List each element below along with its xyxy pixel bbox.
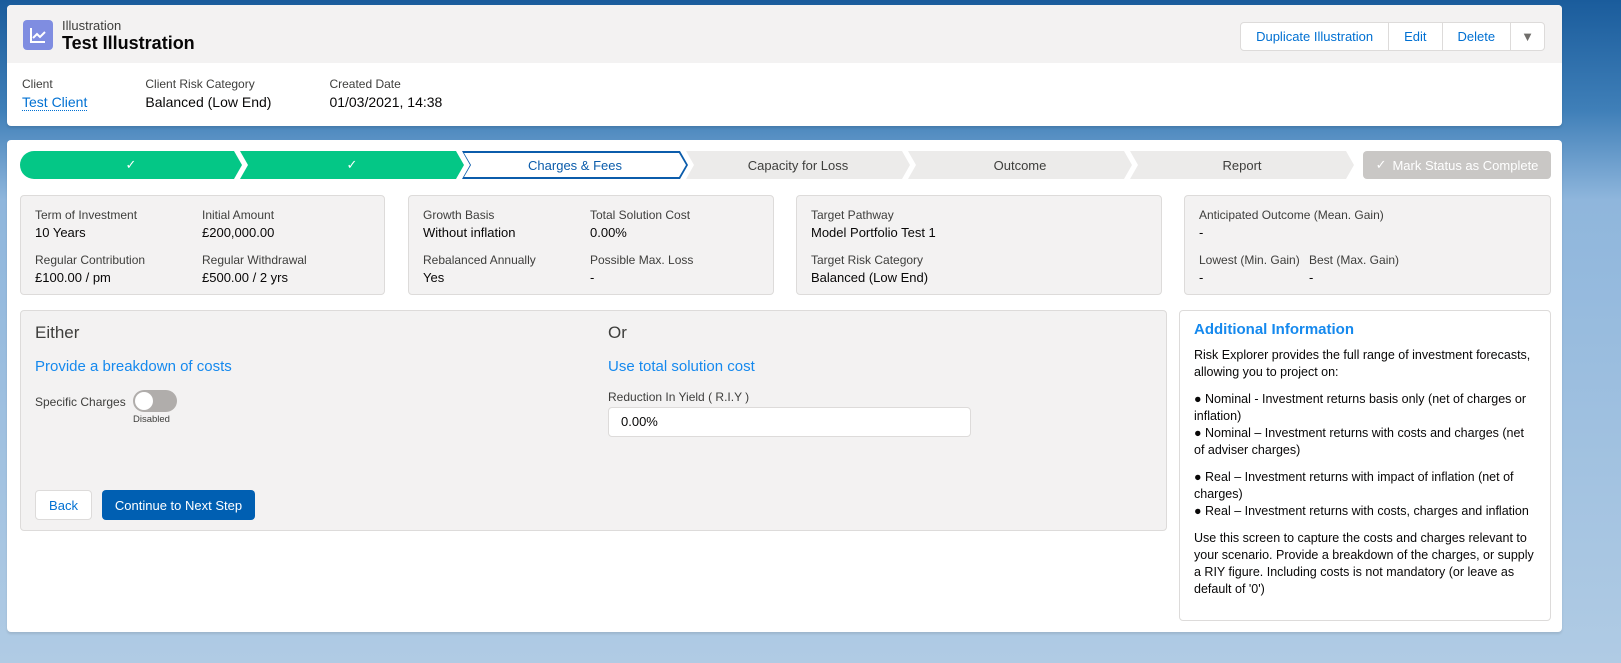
summary-label: Best (Max. Gain): [1309, 253, 1400, 267]
path-step-outcome[interactable]: Outcome: [908, 151, 1132, 179]
toggle-state-label: Disabled: [133, 414, 170, 425]
delete-button[interactable]: Delete: [1443, 23, 1512, 50]
field-value: 01/03/2021, 14:38: [329, 94, 443, 110]
info-bullet: ● Real – Investment returns with costs, …: [1194, 504, 1529, 518]
main-card: ✓ ✓ Charges & Fees Capacity for Loss Out…: [7, 140, 1562, 632]
summary-value: Yes: [423, 270, 445, 285]
step-label: Report: [1222, 157, 1262, 173]
summary-label: Total Solution Cost: [590, 208, 691, 222]
chevron-down-icon: ▼: [1521, 29, 1534, 44]
summary-value: 0.00%: [590, 225, 627, 240]
summary-value: -: [1309, 270, 1314, 285]
summary-label: Regular Contribution: [35, 253, 146, 267]
summary-investment: Term of Investment 10 Years Initial Amoun…: [20, 195, 385, 295]
path-step-2[interactable]: ✓: [240, 151, 464, 179]
path-step-1[interactable]: ✓: [20, 151, 242, 179]
additional-info-panel: Additional Information Risk Explorer pro…: [1179, 310, 1551, 621]
duplicate-illustration-button[interactable]: Duplicate Illustration: [1241, 23, 1390, 50]
field-risk-category: Client Risk Category Balanced (Low End): [145, 77, 271, 110]
info-bullet: ● Nominal - Investment returns basis onl…: [1194, 392, 1526, 423]
summary-label: Lowest (Min. Gain): [1199, 253, 1300, 267]
summary-target: Target Pathway Model Portfolio Test 1 Tar…: [796, 195, 1162, 295]
summary-growth: Growth Basis Without inflation Total Solu…: [408, 195, 774, 295]
more-actions-button[interactable]: ▼: [1511, 23, 1544, 50]
summary-value: £100.00 / pm: [35, 270, 111, 285]
summary-value: Model Portfolio Test 1: [811, 225, 936, 240]
specific-charges-toggle[interactable]: [133, 390, 177, 412]
summary-label: Growth Basis: [423, 208, 495, 222]
specific-charges-label: Specific Charges: [35, 395, 126, 409]
or-heading: Or: [608, 323, 627, 342]
chart-line-icon: [23, 20, 53, 50]
client-link[interactable]: Test Client: [22, 94, 88, 111]
breakdown-heading: Provide a breakdown of costs: [35, 358, 232, 375]
field-label: Client Risk Category: [145, 77, 255, 91]
continue-button[interactable]: Continue to Next Step: [102, 490, 255, 520]
field-client: Client Test Client: [22, 77, 88, 111]
check-icon: ✓: [125, 157, 137, 172]
page-title: Test Illustration: [62, 33, 195, 53]
either-heading: Either: [35, 323, 80, 342]
summary-value: £500.00 / 2 yrs: [202, 270, 288, 285]
path-step-report[interactable]: Report: [1130, 151, 1354, 179]
object-type: Illustration: [62, 18, 122, 33]
summary-value: Without inflation: [423, 225, 516, 240]
summary-label: Target Pathway: [811, 208, 894, 222]
path-step-capacity-for-loss[interactable]: Capacity for Loss: [686, 151, 910, 179]
action-buttons: Duplicate Illustration Edit Delete ▼: [1240, 22, 1545, 51]
button-label: Mark Status as Complete: [1392, 157, 1539, 173]
summary-value: -: [590, 270, 595, 285]
mark-status-complete-button[interactable]: ✓ Mark Status as Complete: [1363, 151, 1551, 179]
step-label: Charges & Fees: [464, 153, 686, 177]
summary-label: Anticipated Outcome (Mean. Gain): [1199, 208, 1384, 222]
path-step-charges-fees[interactable]: Charges & Fees: [462, 151, 688, 179]
summary-label: Target Risk Category: [811, 253, 924, 267]
summary-outcome: Anticipated Outcome (Mean. Gain) - Lowest…: [1184, 195, 1551, 295]
field-created-date: Created Date 01/03/2021, 14:38: [329, 77, 442, 110]
edit-button[interactable]: Edit: [1389, 23, 1443, 50]
summary-value: -: [1199, 270, 1204, 285]
additional-info-title: Additional Information: [1194, 321, 1354, 338]
check-icon: ✓: [346, 157, 358, 172]
info-outro: Use this screen to capture the costs and…: [1194, 531, 1534, 596]
info-bullet: ● Real – Investment returns with impact …: [1194, 470, 1514, 501]
field-value: Balanced (Low End): [145, 94, 272, 110]
riy-input[interactable]: 0.00%: [608, 407, 971, 437]
info-bullet: ● Nominal – Investment returns with cost…: [1194, 426, 1524, 457]
summary-value: -: [1199, 225, 1204, 240]
step-label: Outcome: [993, 157, 1047, 173]
charges-panel: Either Provide a breakdown of costs Spec…: [20, 310, 1167, 531]
check-icon: ✓: [1375, 157, 1387, 172]
summary-value: 10 Years: [35, 225, 86, 240]
riy-label: Reduction In Yield ( R.I.Y ): [608, 390, 750, 404]
field-label: Created Date: [329, 77, 401, 91]
info-intro: Risk Explorer provides the full range of…: [1194, 348, 1531, 379]
summary-value: Balanced (Low End): [811, 270, 929, 285]
total-cost-heading: Use total solution cost: [608, 358, 755, 375]
summary-label: Term of Investment: [35, 208, 138, 222]
back-button[interactable]: Back: [35, 490, 92, 520]
step-label: Capacity for Loss: [747, 157, 849, 173]
summary-label: Rebalanced Annually: [423, 253, 536, 267]
field-label: Client: [22, 77, 53, 91]
summary-value: £200,000.00: [202, 225, 275, 240]
summary-label: Initial Amount: [202, 208, 275, 222]
summary-label: Regular Withdrawal: [202, 253, 307, 267]
record-header: Illustration Test Illustration Duplicate…: [7, 5, 1562, 126]
summary-label: Possible Max. Loss: [590, 253, 694, 267]
